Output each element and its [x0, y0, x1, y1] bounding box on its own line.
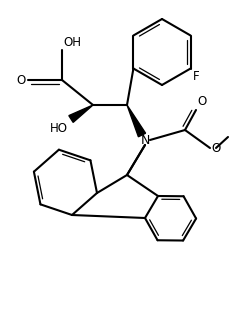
Polygon shape: [127, 105, 146, 137]
Text: O: O: [197, 95, 206, 108]
Polygon shape: [69, 105, 93, 122]
Text: O: O: [17, 73, 26, 86]
Text: N: N: [140, 134, 150, 146]
Text: HO: HO: [50, 122, 68, 135]
Text: F: F: [193, 70, 199, 83]
Text: O: O: [211, 141, 220, 155]
Text: OH: OH: [63, 36, 81, 49]
